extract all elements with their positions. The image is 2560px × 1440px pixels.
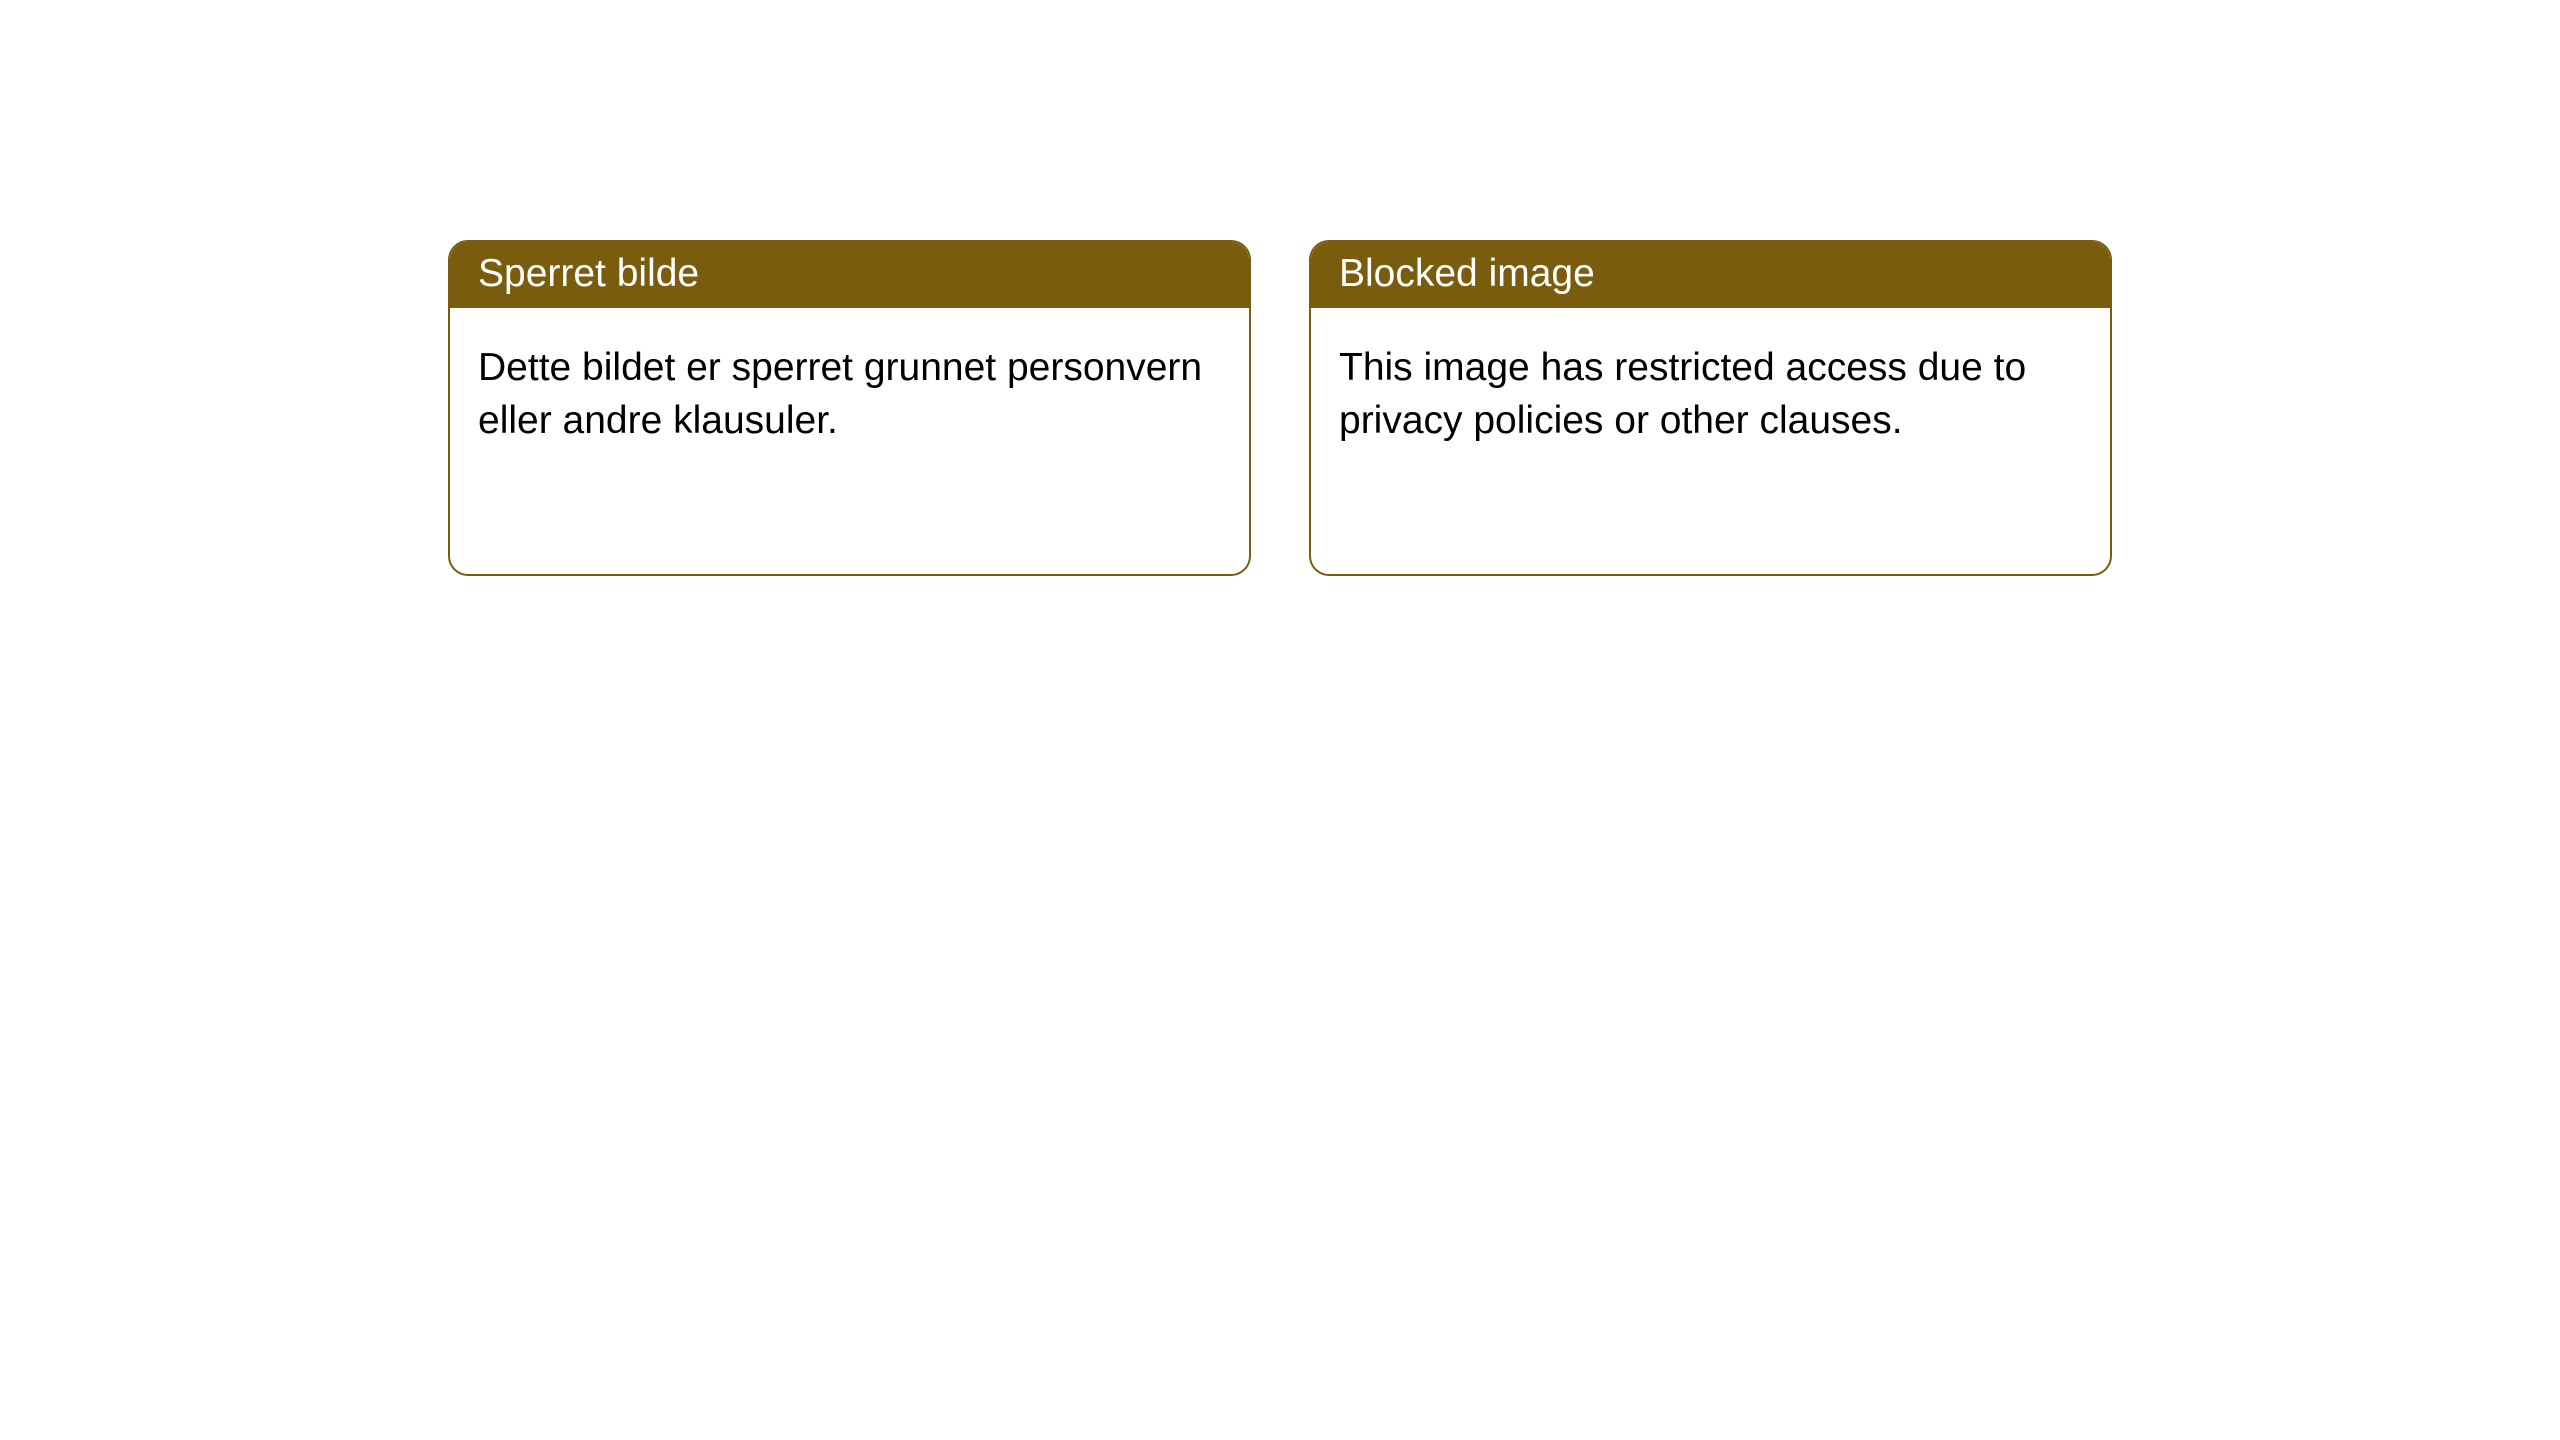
- notice-body-english: This image has restricted access due to …: [1311, 308, 2110, 481]
- notice-header-english: Blocked image: [1311, 242, 2110, 308]
- notice-header-norwegian: Sperret bilde: [450, 242, 1249, 308]
- notice-container: Sperret bilde Dette bildet er sperret gr…: [0, 0, 2560, 576]
- notice-card-english: Blocked image This image has restricted …: [1309, 240, 2112, 576]
- notice-card-norwegian: Sperret bilde Dette bildet er sperret gr…: [448, 240, 1251, 576]
- notice-body-norwegian: Dette bildet er sperret grunnet personve…: [450, 308, 1249, 481]
